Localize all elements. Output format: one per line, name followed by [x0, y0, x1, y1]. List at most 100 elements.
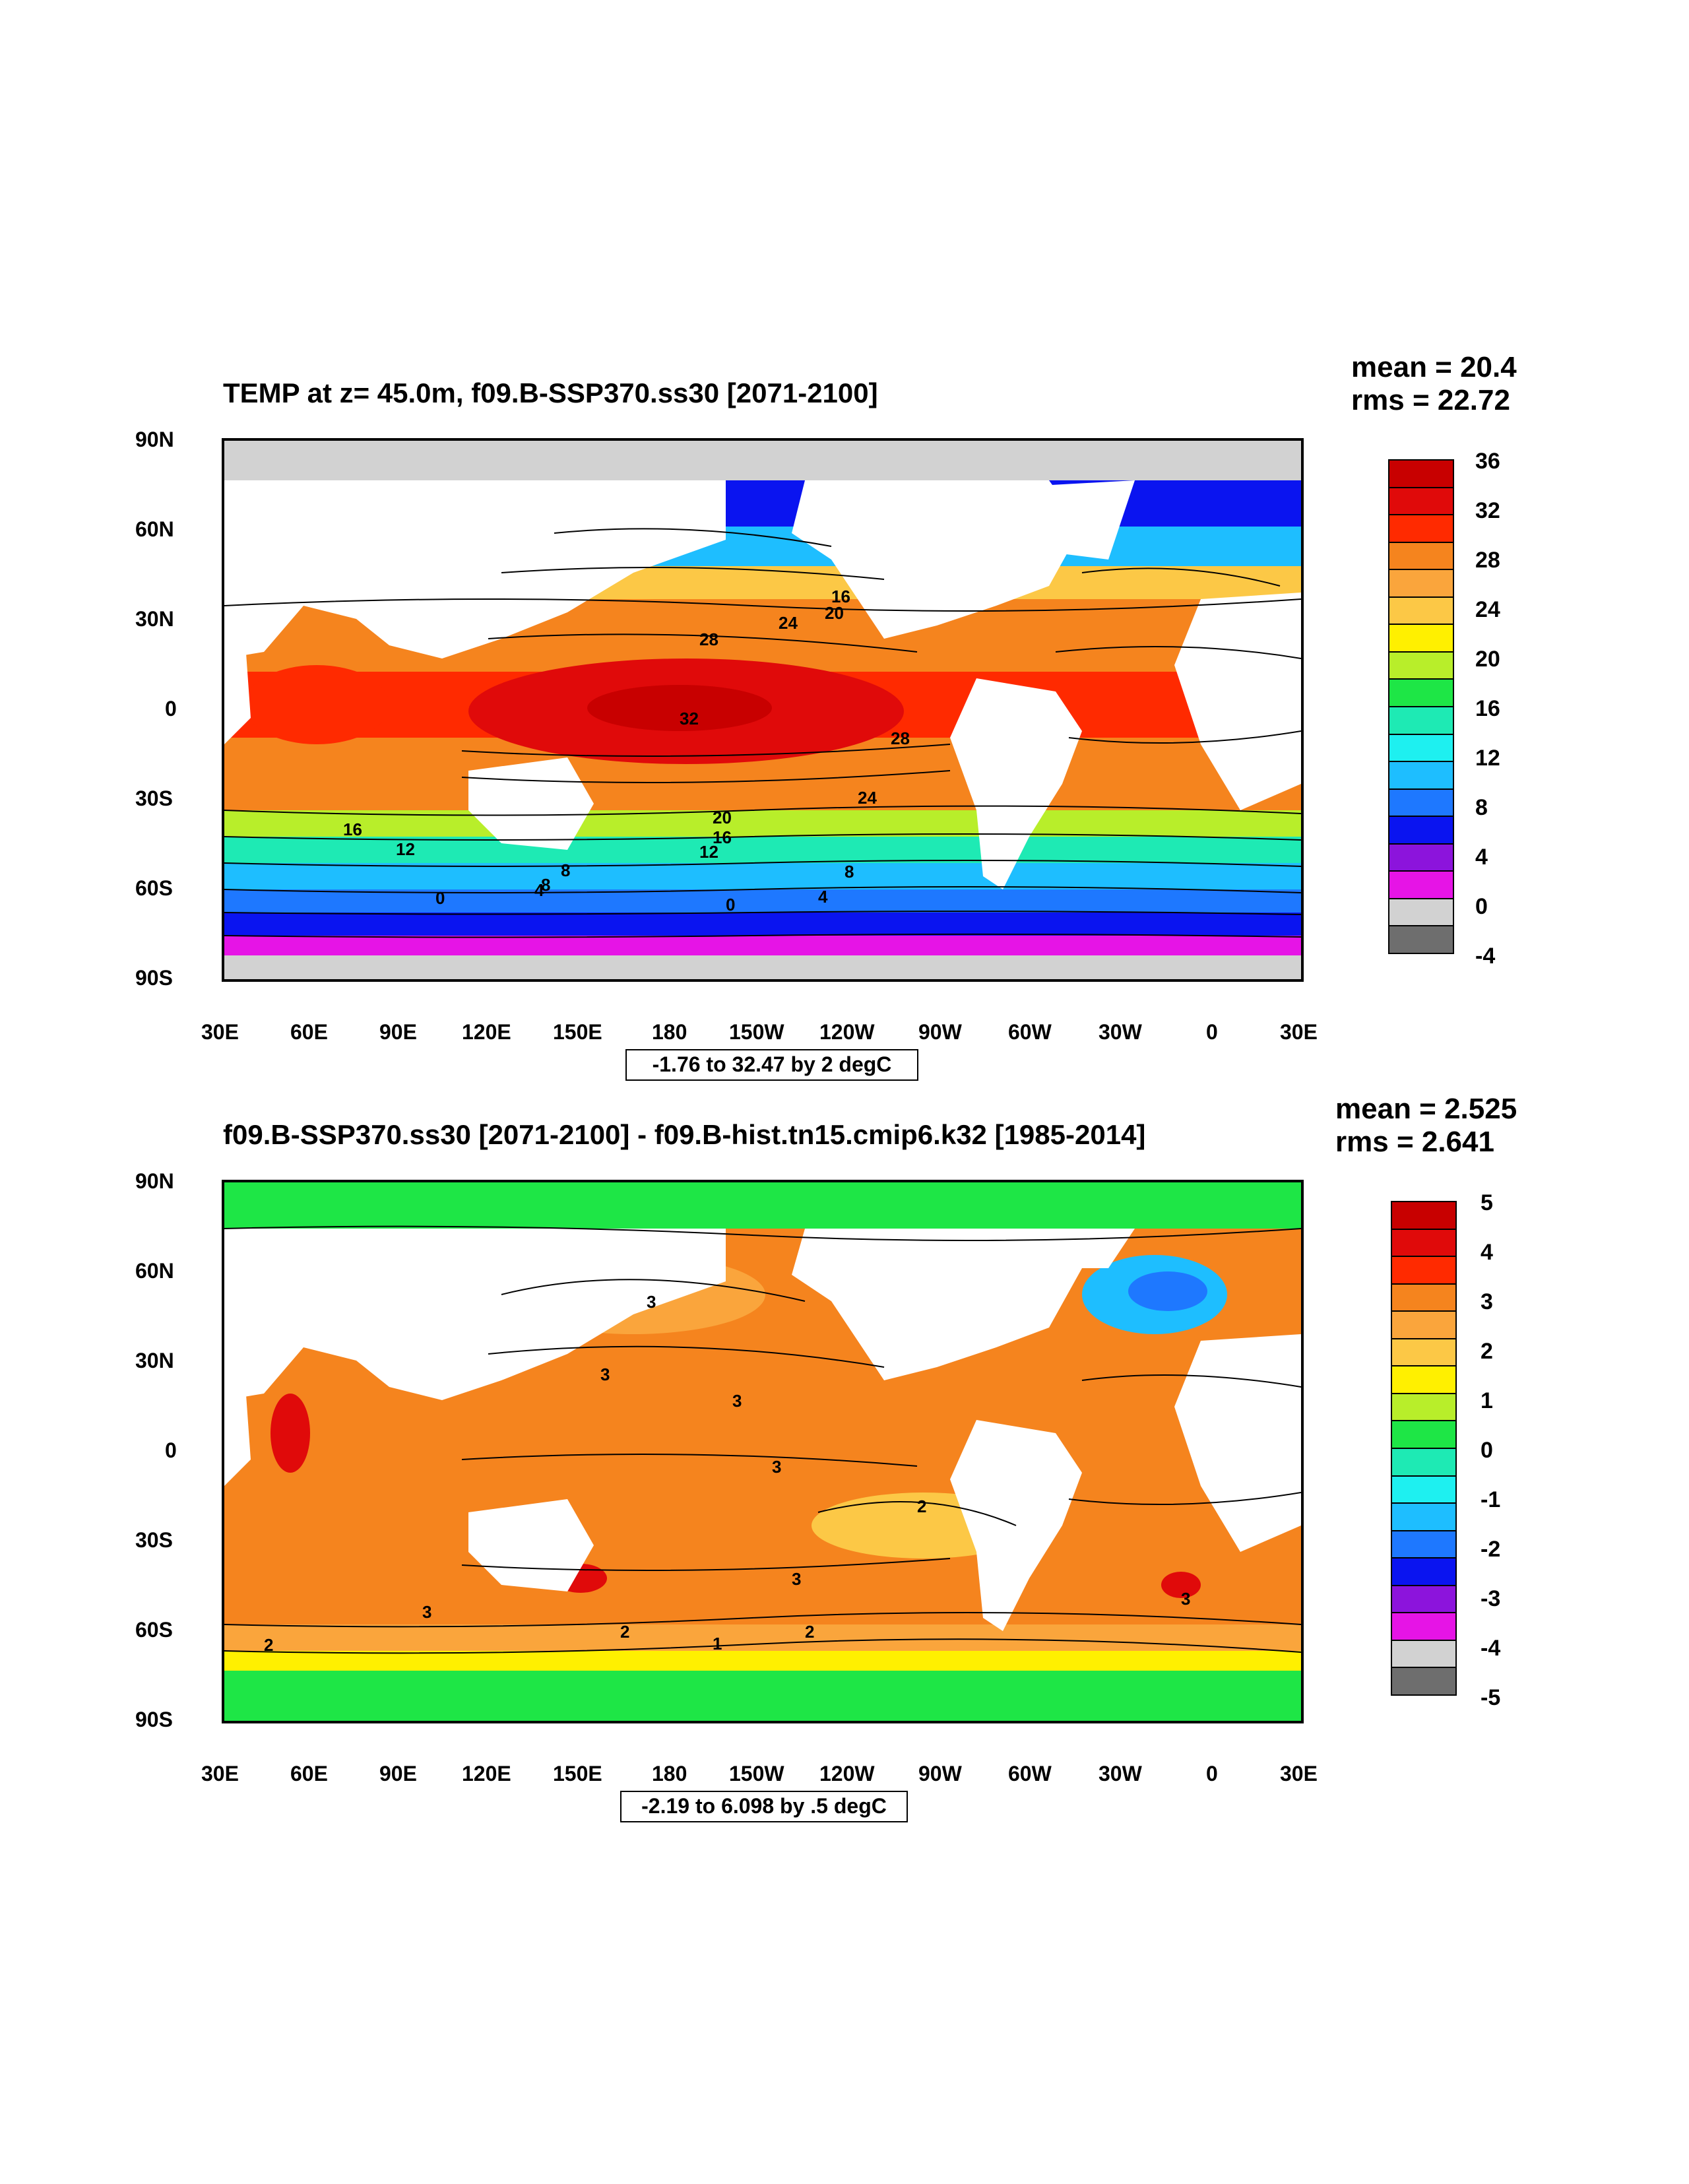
colorbar-swatch	[1391, 1529, 1457, 1559]
panel-1-colorbar-label: 20	[1475, 647, 1500, 672]
contour-label: 12	[699, 842, 718, 862]
panel-2-colorbar-label: -1	[1481, 1487, 1501, 1512]
contour-label: 28	[699, 629, 718, 649]
colorbar-swatch	[1388, 870, 1454, 899]
panel-2-colorbar-label: 3	[1481, 1289, 1493, 1314]
band-south-anom	[224, 1624, 1301, 1651]
band-40s	[224, 837, 1301, 863]
contour-label: 2	[805, 1622, 814, 1642]
colorbar-swatch	[1388, 678, 1454, 707]
contour-label: 24	[779, 613, 798, 633]
land-australia	[468, 1499, 594, 1591]
panel-2-lat-label: 60S	[135, 1618, 173, 1642]
contour-label: 8	[561, 860, 570, 880]
colorbar-swatch	[1391, 1283, 1457, 1312]
panel-1-colorbar	[1388, 459, 1454, 954]
contour-label: 0	[435, 888, 445, 908]
panel-1-colorbar-label: 36	[1475, 449, 1500, 474]
colorbar-swatch	[1391, 1612, 1457, 1641]
panel-2-lon-label: 60E	[290, 1762, 328, 1785]
colorbar-swatch	[1388, 541, 1454, 571]
panel-2-lon-label: 150W	[729, 1762, 784, 1785]
contour-label: 24	[858, 788, 877, 808]
contour-label: 3	[600, 1365, 610, 1384]
land-africa-west	[224, 626, 251, 744]
band-arctic	[224, 441, 1301, 480]
colorbar-swatch	[1388, 596, 1454, 626]
panel-2-lat-label: 90N	[135, 1169, 174, 1193]
band-arctic-anom	[224, 1182, 1301, 1229]
contour-label: 16	[343, 819, 362, 839]
panel-2-lat-label: 30N	[135, 1349, 174, 1372]
panel-1-colorbar-label: 28	[1475, 548, 1500, 573]
panel-1-colorbar-label: 32	[1475, 498, 1500, 523]
panel-1-lat-label: 90S	[135, 966, 173, 990]
panel-1-map-frame: 32 28 24 20 16 28 24 20 16 12 12 8 8 8 4…	[222, 438, 1304, 982]
panel-2-colorbar-label: 4	[1481, 1240, 1493, 1265]
colorbar-swatch	[1388, 651, 1454, 680]
colorbar-swatch	[1391, 1256, 1457, 1285]
contour-label-group: 32 28 24 20 16 28 24 20 16 12 12 8 8 8 4…	[343, 587, 910, 915]
panel-1-lon-label: 150W	[729, 1020, 784, 1044]
panel-1-lat-label: 0	[165, 697, 177, 721]
colorbar-swatch	[1391, 1420, 1457, 1449]
contour-label: 16	[831, 587, 850, 606]
panel-2-lon-label: 90E	[379, 1762, 417, 1785]
panel-1-mean: mean = 20.4	[1351, 351, 1517, 383]
contour-label: 32	[680, 709, 699, 728]
band-mid-anom	[224, 1361, 1301, 1624]
land-north-america	[792, 480, 1082, 639]
panel-2-colorbar-label: -2	[1481, 1537, 1501, 1562]
contour-label: 8	[844, 862, 854, 882]
contour-label: 16	[713, 827, 732, 847]
panel-1-lon-label: 90W	[918, 1020, 962, 1044]
panel-1-colorbar-label: -4	[1475, 944, 1496, 969]
colorbar-swatch	[1388, 843, 1454, 872]
colorbar-swatch	[1391, 1667, 1457, 1696]
land-greenland	[1016, 480, 1135, 560]
panel-1-colorbar-label: 4	[1475, 845, 1488, 870]
panel-1-colorbar-label: 0	[1475, 894, 1488, 919]
contour-label: 3	[732, 1391, 742, 1411]
band-55s	[224, 889, 1301, 913]
panel-1-lon-label: 90E	[379, 1020, 417, 1044]
panel-2-lat-label: 90S	[135, 1708, 173, 1731]
colorbar-swatch	[1388, 706, 1454, 735]
colorbar-swatch	[1388, 925, 1454, 954]
panel-2-colorbar-label: -4	[1481, 1636, 1501, 1661]
contour-label: 3	[772, 1457, 781, 1477]
contour-label: 2	[620, 1622, 629, 1642]
panel-1-lon-label: 120W	[819, 1020, 875, 1044]
panel-2-colorbar-label: 2	[1481, 1339, 1493, 1364]
panel-2-colorbar-label: 0	[1481, 1438, 1493, 1463]
panel-2-colorbar-label: -3	[1481, 1586, 1501, 1611]
contour-label: 8	[541, 875, 550, 895]
contour-label: 3	[422, 1602, 431, 1622]
colorbar-swatch	[1391, 1201, 1457, 1230]
colorbar-swatch	[1391, 1392, 1457, 1422]
colorbar-swatch	[1391, 1310, 1457, 1339]
panel-2-map-frame: 3 3 3 3 2 3 3 2 2 2 1 3	[222, 1180, 1304, 1723]
colorbar-swatch	[1388, 486, 1454, 516]
warm-pool-core	[587, 685, 772, 731]
panel-2-lon-label: 90W	[918, 1762, 962, 1785]
colorbar-swatch	[1391, 1475, 1457, 1504]
contour-label-group: 3 3 3 3 2 3 3 2 2 2 1 3	[264, 1292, 1190, 1655]
panel-1-lon-label: 30E	[1280, 1020, 1318, 1044]
panel-2-colorbar	[1391, 1201, 1457, 1696]
panel-2-lon-label: 30E	[1280, 1762, 1318, 1785]
land-africa	[1174, 593, 1301, 810]
land-asia	[224, 1229, 726, 1400]
land-north-america	[792, 1229, 1082, 1380]
colorbar-swatch	[1388, 459, 1454, 488]
panel-2-lon-label: 30W	[1099, 1762, 1142, 1785]
colorbar-swatch	[1391, 1557, 1457, 1586]
colorbar-swatch	[1391, 1228, 1457, 1258]
panel-1-map: 32 28 24 20 16 28 24 20 16 12 12 8 8 8 4…	[224, 441, 1301, 979]
panel-1-lat-label: 30S	[135, 787, 173, 810]
panel-2-colorbar-label: 5	[1481, 1190, 1493, 1215]
contour-label: 12	[396, 839, 415, 859]
anom-arabian	[271, 1394, 310, 1473]
panel-1-colorbar-label: 12	[1475, 746, 1500, 771]
contour-label: 1	[713, 1634, 722, 1654]
